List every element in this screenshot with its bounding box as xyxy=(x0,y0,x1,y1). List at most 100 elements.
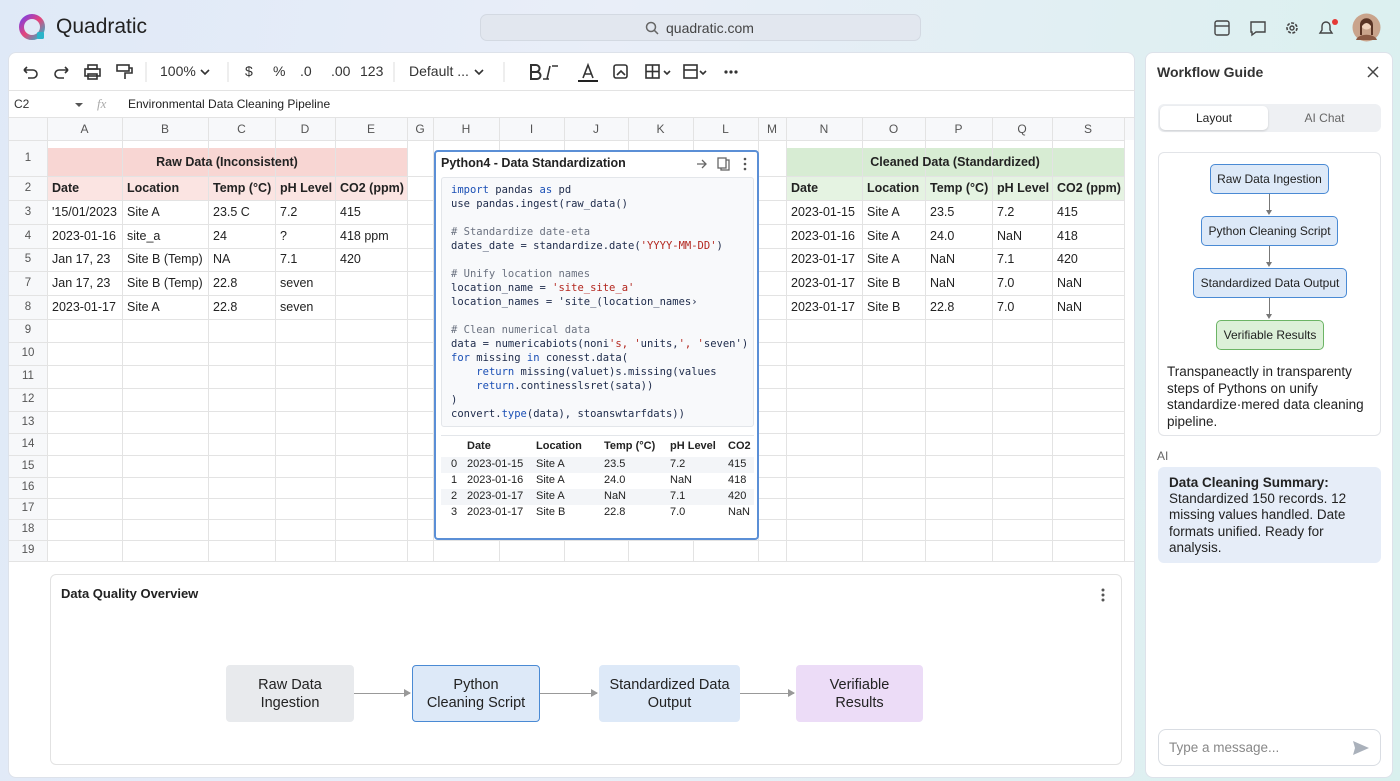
zoom-select[interactable]: 100% xyxy=(160,63,196,79)
flow-node[interactable]: Standardized Data Output xyxy=(599,665,740,722)
output-header: Date xyxy=(467,440,491,452)
table-cell[interactable]: 415 xyxy=(340,205,361,219)
number-format[interactable]: 123 xyxy=(360,63,384,79)
table-cell[interactable]: 2023-01-16 xyxy=(52,229,116,243)
table-cell[interactable]: Site A xyxy=(867,205,900,219)
table-cell[interactable]: 7.1 xyxy=(280,252,298,266)
table-cell[interactable]: 7.2 xyxy=(280,205,298,219)
table-cell[interactable]: 420 xyxy=(1057,252,1078,266)
output-row-bg xyxy=(441,457,754,473)
table-cell[interactable]: '15/01/2023 xyxy=(52,205,117,219)
table-cell[interactable]: 2023-01-17 xyxy=(791,300,855,314)
code-token xyxy=(451,380,476,392)
table-cell[interactable]: 2023-01-15 xyxy=(791,205,855,219)
table-cell[interactable]: 420 xyxy=(340,252,361,266)
workflow-description: Transpaneactly in transparenty steps of … xyxy=(1167,364,1364,429)
table-cell[interactable]: Site B xyxy=(867,300,901,314)
row-header: 2 xyxy=(24,182,32,194)
close-button[interactable] xyxy=(1367,66,1379,78)
table-cell[interactable]: 7.0 xyxy=(997,276,1015,290)
send-button[interactable] xyxy=(1353,741,1369,755)
toolbar-icons[interactable] xyxy=(20,62,760,82)
panel-menu[interactable] xyxy=(1100,587,1106,603)
table-cell[interactable]: 7.2 xyxy=(997,205,1015,219)
table-cell[interactable]: NaN xyxy=(930,252,956,266)
table-cell[interactable]: Site B (Temp) xyxy=(127,252,203,266)
tab[interactable]: AI Chat xyxy=(1304,111,1345,125)
url-text: quadratic.com xyxy=(666,20,754,36)
table-cell[interactable]: 2023-01-17 xyxy=(52,300,116,314)
flow-arrowhead xyxy=(591,689,598,697)
cell-actions[interactable] xyxy=(695,157,755,171)
sidebar-title: Workflow Guide xyxy=(1157,64,1264,80)
table-cell[interactable]: 7.0 xyxy=(997,300,1015,314)
table-cell[interactable]: 2023-01-16 xyxy=(791,229,855,243)
sidebar: Workflow Guide Layout AI Chat Transpanea… xyxy=(1145,52,1393,778)
table-cell[interactable]: 24.0 xyxy=(930,229,955,243)
row-header: 12 xyxy=(21,393,35,405)
table-cell[interactable]: 22.8 xyxy=(213,300,238,314)
table-cell[interactable]: NaN xyxy=(1057,276,1083,290)
flow-node[interactable]: Verifiable Results xyxy=(796,665,923,722)
table-cell[interactable]: 23.5 C xyxy=(213,205,250,219)
table-cell[interactable]: 415 xyxy=(1057,205,1078,219)
sidebar-flow-arrowhead xyxy=(1266,262,1272,267)
message-input[interactable]: Type a message... xyxy=(1158,729,1381,766)
table-cell[interactable]: NaN xyxy=(1057,300,1083,314)
formula-content[interactable]: Environmental Data Cleaning Pipeline xyxy=(128,97,331,111)
tab-active[interactable]: Layout xyxy=(1160,106,1268,130)
table-cell[interactable]: NaN xyxy=(930,276,956,290)
currency-button[interactable]: $ xyxy=(245,63,253,79)
table-cell[interactable]: 24 xyxy=(213,229,227,243)
table-cell[interactable]: ? xyxy=(280,229,287,243)
table-title: Raw Data (Inconsistent) xyxy=(156,155,298,169)
output-cell: 7.1 xyxy=(670,490,686,502)
table-cell[interactable]: 7.1 xyxy=(997,252,1015,266)
url-bar[interactable]: quadratic.com xyxy=(480,14,921,41)
table-cell[interactable]: 2023-01-17 xyxy=(791,252,855,266)
font-select[interactable]: Default ... xyxy=(409,63,469,79)
percent-button[interactable]: % xyxy=(273,63,286,79)
grid-line xyxy=(9,540,1124,541)
cell-reference[interactable]: C2 xyxy=(14,97,30,111)
table-cell[interactable]: 418 xyxy=(1057,229,1078,243)
avatar[interactable] xyxy=(1352,13,1381,42)
code-line: # Standardize date-eta xyxy=(451,226,591,238)
sidebar-flow-arrow xyxy=(1269,194,1270,212)
decrease-decimal[interactable]: .0 xyxy=(300,63,312,79)
table-cell[interactable]: Jan 17, 23 xyxy=(52,276,111,290)
table-cell[interactable]: Jan 17, 23 xyxy=(52,252,111,266)
code-line: convert.type(data), stoanswtarfdats)) xyxy=(451,407,685,421)
table-cell[interactable]: NaN xyxy=(997,229,1023,243)
table-cell[interactable]: 2023-01-17 xyxy=(791,276,855,290)
table-cell[interactable]: seven xyxy=(280,300,314,314)
ai-label: AI xyxy=(1157,449,1169,463)
code-token xyxy=(451,366,476,378)
table-cell[interactable]: 22.8 xyxy=(930,300,955,314)
table-cell[interactable]: Site A xyxy=(867,252,900,266)
table-cell[interactable]: Site A xyxy=(127,205,160,219)
table-cell[interactable]: 23.5 xyxy=(930,205,955,219)
output-cell: 3 xyxy=(451,506,458,518)
top-icons[interactable] xyxy=(1213,19,1343,37)
row-header: 17 xyxy=(21,502,35,514)
increase-decimal[interactable]: .00 xyxy=(331,63,351,79)
column-header: P xyxy=(954,122,963,136)
table-cell[interactable]: Site B xyxy=(867,276,901,290)
table-cell[interactable]: Site A xyxy=(867,229,900,243)
table-cell[interactable]: 418 ppm xyxy=(340,229,389,243)
row-header: 13 xyxy=(21,416,35,428)
table-cell[interactable]: NA xyxy=(213,252,231,266)
table-cell[interactable]: 22.8 xyxy=(213,276,238,290)
table-cell[interactable]: Site A xyxy=(127,300,160,314)
table-cell[interactable]: seven xyxy=(280,276,314,290)
table-cell[interactable]: site_a xyxy=(127,229,161,243)
flow-node[interactable]: Python Cleaning Script xyxy=(412,665,540,722)
table-header-bg xyxy=(786,176,1124,200)
table-title-bg xyxy=(47,148,407,176)
table-cell[interactable]: Site B (Temp) xyxy=(127,276,203,290)
column-header: A xyxy=(80,122,89,136)
flow-node[interactable]: Raw Data Ingestion xyxy=(226,665,354,722)
grid-line xyxy=(9,140,1124,141)
output-cell: NaN xyxy=(604,490,627,502)
